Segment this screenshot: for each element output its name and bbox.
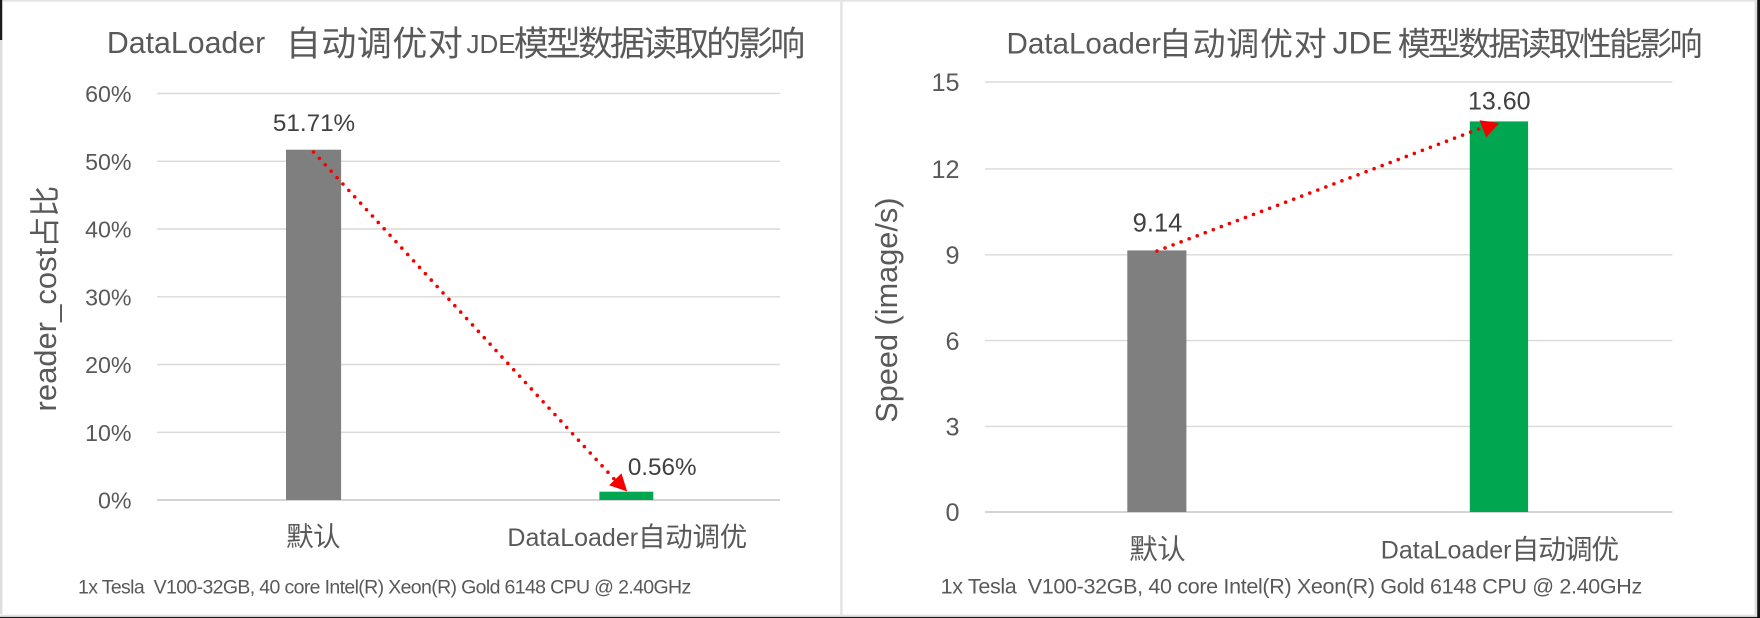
- svg-text:1x Tesla V100-32GB, 40 core I: 1x Tesla V100-32GB, 40 core Intel(R) Xeo…: [78, 577, 691, 599]
- svg-text:DataLoader: DataLoader: [1006, 28, 1161, 61]
- svg-text:12: 12: [931, 156, 959, 184]
- svg-text:DataLoader: DataLoader: [1381, 537, 1512, 565]
- svg-text:6: 6: [945, 328, 959, 356]
- svg-text:3: 3: [945, 414, 959, 442]
- svg-text:10%: 10%: [85, 420, 131, 446]
- svg-text:1x Tesla V100-32GB, 40 core I: 1x Tesla V100-32GB, 40 core Intel(R) Xeo…: [941, 575, 1642, 599]
- svg-text:50%: 50%: [85, 149, 131, 175]
- svg-text:0.56%: 0.56%: [628, 454, 697, 481]
- svg-text:reader_cost: reader_cost: [28, 247, 63, 411]
- svg-text:0: 0: [945, 499, 959, 527]
- svg-text:JDE: JDE: [1333, 25, 1393, 61]
- svg-text:DataLoader: DataLoader: [107, 27, 265, 60]
- svg-text:0%: 0%: [98, 488, 132, 514]
- svg-text:40%: 40%: [85, 217, 131, 243]
- svg-text:9: 9: [945, 242, 959, 270]
- svg-text:9.14: 9.14: [1133, 209, 1183, 237]
- svg-text:Speed (image/s): Speed (image/s): [869, 198, 904, 423]
- svg-text:DataLoader: DataLoader: [507, 524, 638, 552]
- svg-text:JDE: JDE: [466, 29, 515, 59]
- svg-text:20%: 20%: [85, 352, 131, 378]
- svg-text:15: 15: [931, 69, 959, 97]
- svg-text:13.60: 13.60: [1468, 88, 1531, 116]
- svg-text:51.71%: 51.71%: [273, 110, 355, 137]
- svg-text:60%: 60%: [85, 81, 131, 107]
- svg-text:30%: 30%: [85, 284, 131, 310]
